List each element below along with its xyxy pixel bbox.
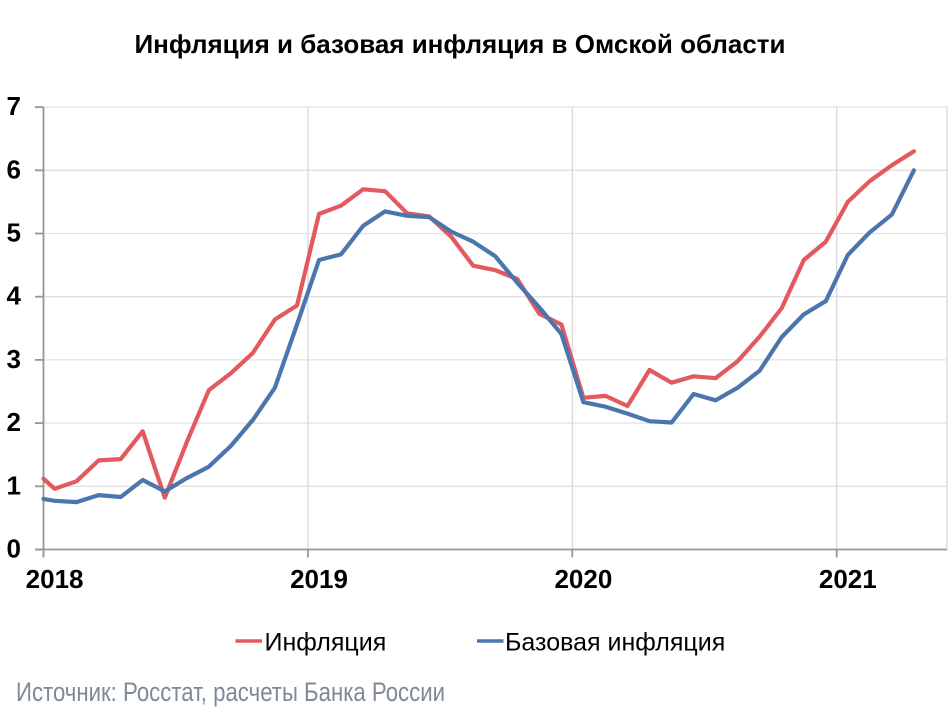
svg-text:7: 7 [7, 91, 21, 121]
svg-text:0: 0 [7, 534, 21, 564]
svg-text:2018: 2018 [26, 564, 84, 594]
svg-text:6: 6 [7, 154, 21, 184]
svg-text:1: 1 [7, 470, 21, 500]
svg-text:Инфляция и базовая инфляция в: Инфляция и базовая инфляция в Омской обл… [134, 29, 785, 59]
svg-text:4: 4 [7, 281, 22, 311]
svg-text:Базовая инфляция: Базовая инфляция [505, 629, 725, 657]
svg-text:2019: 2019 [290, 564, 348, 594]
svg-text:2021: 2021 [819, 564, 877, 594]
svg-text:2: 2 [7, 407, 21, 437]
svg-text:Источник: Росстат, расчеты Бан: Источник: Росстат, расчеты Банка России [16, 677, 445, 707]
svg-text:3: 3 [7, 344, 21, 374]
svg-text:2020: 2020 [554, 564, 612, 594]
svg-text:Инфляция: Инфляция [265, 629, 387, 657]
svg-text:5: 5 [7, 218, 21, 248]
